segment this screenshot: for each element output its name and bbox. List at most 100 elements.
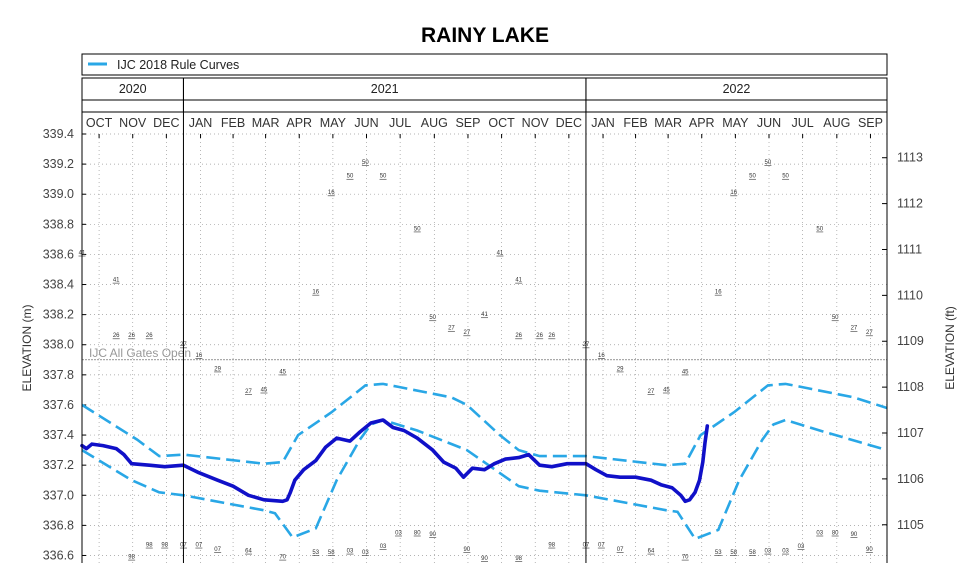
monthly-marker-label: 98: [515, 556, 522, 562]
time-axis-header: OCT NOV DEC JAN FEB MAR APR MAY JUN JUL AUG SEP OCT N…: [81, 77, 888, 138]
y-axis-right: 1113 1112 1111 1110 1109 1108 1107 1106 1105: [882, 151, 924, 532]
monthly-markers: 41 41 26 26 26 27 16 29 27 45 45 16 16 50 50 50 50 50 27 27…: [78, 160, 873, 562]
monthly-marker-label: 03: [816, 530, 823, 536]
y-tick-label: 339.0: [43, 187, 74, 201]
monthly-marker-label: 53: [715, 550, 722, 556]
monthly-marker-label: 27: [866, 330, 873, 336]
month-label: AUG: [823, 116, 850, 130]
monthly-marker-label: 70: [279, 554, 286, 560]
monthly-marker-label: 16: [598, 353, 605, 359]
monthly-marker-label: 50: [429, 315, 436, 321]
monthly-marker-label: 90: [429, 532, 436, 538]
year-label: 2022: [723, 82, 751, 96]
y-tick-label-right: 1109: [897, 334, 924, 348]
month-label: MAR: [654, 116, 682, 130]
y-tick-label: 336.6: [43, 548, 74, 562]
monthly-marker-label: 98: [161, 542, 168, 548]
y-tick-label-right: 1113: [897, 151, 923, 165]
month-label: OCT: [86, 116, 113, 130]
y-tick-label-right: 1111: [897, 242, 922, 256]
monthly-marker-label: 27: [245, 389, 252, 395]
monthly-marker-label: 07: [196, 542, 203, 548]
monthly-marker-label: 03: [362, 550, 369, 556]
monthly-marker-label: 64: [648, 548, 655, 554]
month-label: FEB: [623, 116, 647, 130]
y-tick-label-right: 1105: [897, 518, 924, 532]
monthly-marker-label: 07: [617, 547, 624, 553]
monthly-marker-label: 41: [497, 250, 504, 256]
month-label: JUL: [792, 116, 814, 130]
monthly-marker-label: 45: [663, 387, 670, 393]
monthly-marker-label: 80: [414, 530, 421, 536]
monthly-marker-label: 50: [380, 174, 387, 180]
monthly-marker-label: 90: [866, 547, 873, 553]
y-axis-left: 339.4 339.2 339.0 338.8 338.6 338.4 338.2 338.0…: [43, 127, 86, 562]
monthly-marker-label: 58: [328, 550, 335, 556]
y-tick-label: 337.2: [43, 458, 74, 472]
monthly-marker-label: 58: [749, 550, 756, 556]
monthly-marker-label: 45: [682, 369, 689, 375]
rule-curve-upper-line: [81, 382, 888, 467]
y-tick-label-right: 1112: [897, 197, 923, 211]
monthly-marker-label: 26: [146, 333, 153, 339]
monthly-marker-label: 98: [146, 542, 153, 548]
monthly-marker-label: 07: [598, 542, 605, 548]
monthly-marker-label: 03: [765, 548, 772, 554]
y-tick-label-right: 1107: [897, 426, 924, 440]
monthly-marker-label: 64: [245, 548, 252, 554]
monthly-marker-label: 50: [347, 174, 354, 180]
month-label: JUN: [757, 116, 781, 130]
monthly-marker-label: 90: [464, 547, 471, 553]
month-label: SEP: [455, 116, 480, 130]
monthly-marker-label: 50: [749, 174, 756, 180]
monthly-marker-label: 90: [481, 556, 488, 562]
monthly-marker-label: 26: [536, 333, 543, 339]
monthly-marker-label: 16: [328, 190, 335, 196]
monthly-marker-label: 16: [730, 190, 737, 196]
monthly-marker-label: 41: [515, 278, 522, 284]
month-label: JAN: [189, 116, 213, 130]
month-label: MAY: [320, 116, 347, 130]
monthly-marker-label: 27: [464, 330, 471, 336]
monthly-marker-label: 45: [279, 369, 286, 375]
y-tick-label: 338.6: [43, 247, 74, 261]
month-label: DEC: [556, 116, 582, 130]
y-tick-label: 337.8: [43, 368, 74, 382]
month-label: JUN: [354, 116, 378, 130]
chart-title: RAINY LAKE: [421, 24, 549, 47]
legend-label-rule-curves: IJC 2018 Rule Curves: [117, 58, 239, 72]
monthly-marker-label: 45: [261, 387, 268, 393]
month-label: JAN: [591, 116, 615, 130]
month-label: FEB: [221, 116, 245, 130]
monthly-marker-label: 26: [128, 333, 135, 339]
monthly-marker-label: 29: [214, 366, 221, 372]
y-tick-label: 337.4: [43, 428, 74, 442]
month-label: DEC: [153, 116, 179, 130]
y-tick-label-right: 1106: [897, 472, 924, 486]
y-tick-label: 338.0: [43, 338, 74, 352]
y-tick-label-right: 1108: [897, 380, 924, 394]
monthly-marker-label: 26: [113, 333, 120, 339]
y-tick-label: 338.8: [43, 217, 74, 231]
monthly-marker-label: 03: [798, 544, 805, 550]
monthly-marker-label: 03: [380, 544, 387, 550]
rule-curve-lower-line: [81, 418, 888, 541]
monthly-marker-label: 41: [481, 312, 488, 318]
monthly-marker-label: 98: [128, 554, 135, 560]
monthly-marker-label: 03: [395, 530, 402, 536]
monthly-marker-label: 29: [617, 366, 624, 372]
annotations: IJC All Gates Open: [82, 346, 887, 361]
monthly-marker-label: 50: [816, 226, 823, 232]
monthly-marker-label: 50: [765, 160, 772, 166]
monthly-marker-label: 27: [648, 389, 655, 395]
monthly-marker-label: 50: [362, 160, 369, 166]
y-tick-label: 339.2: [43, 157, 74, 171]
legend: IJC 2018 Rule Curves: [81, 53, 888, 76]
monthly-marker-label: 16: [312, 290, 319, 296]
month-label: JUL: [389, 116, 411, 130]
monthly-marker-label: 58: [730, 550, 737, 556]
monthly-marker-label: 26: [515, 333, 522, 339]
month-label: AUG: [421, 116, 448, 130]
monthly-marker-label: 16: [715, 290, 722, 296]
